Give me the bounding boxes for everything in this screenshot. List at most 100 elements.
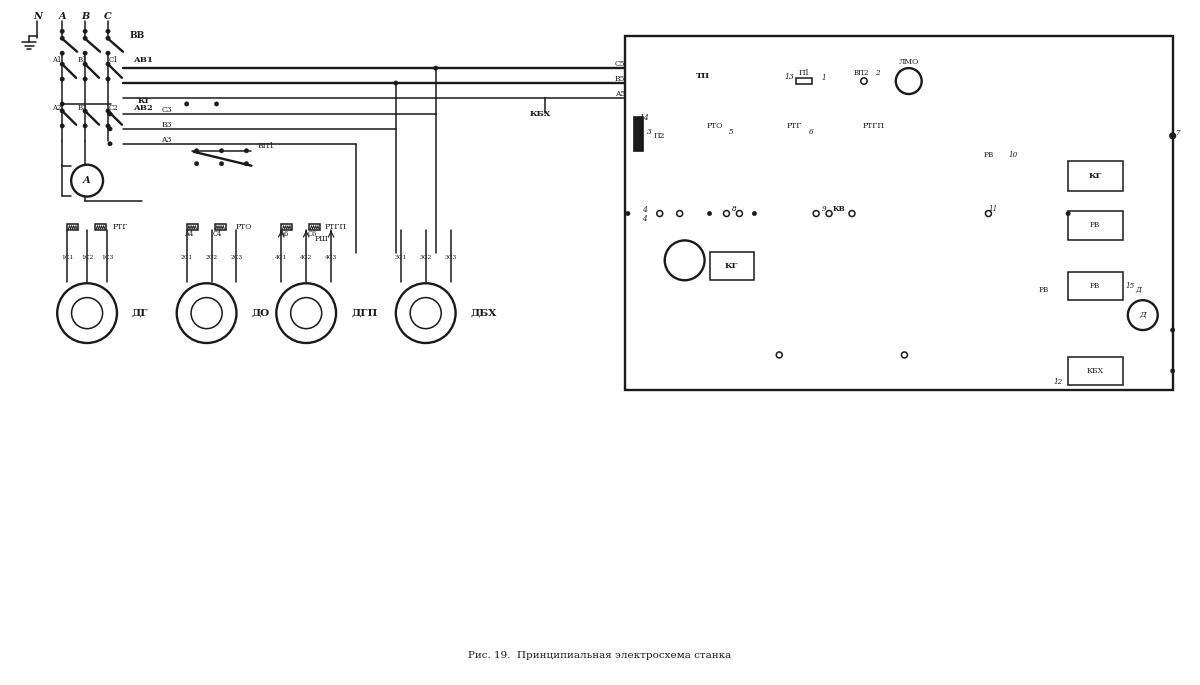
Circle shape	[83, 77, 88, 82]
Text: РТГ: РТГ	[786, 122, 802, 130]
Bar	[1068, 357, 1123, 385]
Text: Рис. 19.  Принципиальная электросхема станка: Рис. 19. Принципиальная электросхема ста…	[468, 651, 732, 660]
Circle shape	[290, 297, 322, 329]
Circle shape	[410, 297, 442, 329]
Text: C1: C1	[109, 56, 119, 64]
Text: C5: C5	[614, 60, 625, 68]
Circle shape	[1128, 300, 1158, 330]
Circle shape	[776, 352, 782, 358]
Text: 14: 14	[640, 114, 649, 122]
Circle shape	[106, 29, 110, 34]
Text: 4С1: 4С1	[275, 255, 288, 260]
Text: 9: 9	[822, 205, 827, 212]
Circle shape	[60, 102, 65, 106]
Text: ТП: ТП	[696, 72, 709, 80]
Text: РВ: РВ	[1038, 286, 1049, 295]
Text: 1С2: 1С2	[80, 255, 94, 260]
Bar	[310, 224, 320, 230]
Circle shape	[106, 124, 110, 128]
Circle shape	[1170, 369, 1175, 373]
Text: КВ: КВ	[833, 205, 846, 212]
Bar	[1068, 210, 1123, 240]
Text: 4С2: 4С2	[300, 255, 312, 260]
Text: РВ: РВ	[1090, 221, 1100, 229]
Text: ДГ: ДГ	[132, 309, 149, 318]
Text: 3С2: 3С2	[420, 255, 432, 260]
Circle shape	[60, 109, 65, 113]
Text: B1: B1	[77, 56, 86, 64]
Text: РВ: РВ	[983, 151, 994, 159]
Bar	[95, 224, 106, 230]
Circle shape	[106, 36, 110, 40]
Circle shape	[433, 66, 438, 71]
Circle shape	[276, 283, 336, 343]
Circle shape	[60, 51, 65, 55]
Circle shape	[665, 240, 704, 280]
Text: 7: 7	[1175, 129, 1180, 137]
Circle shape	[814, 210, 820, 216]
Bar	[281, 224, 293, 230]
Circle shape	[83, 62, 88, 66]
Circle shape	[106, 109, 110, 113]
Text: 1: 1	[822, 74, 827, 82]
Circle shape	[108, 127, 112, 131]
Text: A: A	[59, 12, 66, 21]
Text: ДБХ: ДБХ	[470, 309, 497, 318]
Bar	[1068, 272, 1123, 300]
Circle shape	[245, 149, 248, 153]
Circle shape	[1066, 212, 1070, 216]
Text: КБХ: КБХ	[529, 110, 551, 118]
Circle shape	[60, 124, 65, 128]
Text: B: B	[80, 12, 89, 21]
Text: A3: A3	[162, 136, 172, 144]
Circle shape	[83, 124, 88, 128]
Circle shape	[985, 210, 991, 216]
Bar	[709, 252, 755, 280]
Text: А: А	[83, 176, 91, 185]
Text: 2С1: 2С1	[180, 255, 193, 260]
Text: П2: П2	[654, 132, 666, 140]
Bar	[625, 36, 1172, 390]
Circle shape	[71, 164, 103, 197]
Circle shape	[220, 162, 223, 166]
Text: 3: 3	[647, 128, 653, 136]
Text: РТГП: РТГП	[325, 223, 347, 231]
Circle shape	[194, 162, 199, 166]
Text: А4: А4	[185, 230, 194, 238]
Circle shape	[394, 81, 398, 85]
Circle shape	[60, 29, 65, 34]
Text: ЛМО: ЛМО	[899, 58, 919, 66]
Text: A2: A2	[53, 104, 62, 112]
Text: ВП1: ВП1	[258, 142, 275, 150]
Circle shape	[60, 62, 65, 66]
Circle shape	[895, 68, 922, 94]
Bar	[215, 224, 226, 230]
Bar	[632, 116, 643, 151]
Circle shape	[396, 283, 456, 343]
Bar	[797, 78, 812, 84]
Text: 1С1: 1С1	[61, 255, 73, 260]
Text: C2: C2	[109, 104, 119, 112]
Circle shape	[60, 77, 65, 82]
Circle shape	[707, 212, 712, 216]
Circle shape	[58, 283, 116, 343]
Text: 13: 13	[785, 73, 794, 81]
Circle shape	[191, 297, 222, 329]
Text: РТГП: РТГП	[863, 122, 884, 130]
Text: РШ: РШ	[314, 236, 328, 243]
Text: 10: 10	[1009, 151, 1018, 159]
Circle shape	[83, 29, 88, 34]
Text: 3С1: 3С1	[395, 255, 407, 260]
Circle shape	[215, 102, 218, 106]
Circle shape	[724, 210, 730, 216]
Circle shape	[1170, 134, 1175, 138]
Circle shape	[194, 149, 199, 153]
Text: C3: C3	[161, 106, 172, 114]
Text: 15: 15	[1126, 282, 1134, 290]
Text: С4: С4	[212, 230, 222, 238]
Text: А6: А6	[280, 230, 289, 238]
Text: АВ2: АВ2	[134, 104, 154, 112]
Circle shape	[108, 142, 112, 146]
Text: АВ1: АВ1	[134, 56, 154, 64]
Text: 4: 4	[642, 206, 647, 214]
